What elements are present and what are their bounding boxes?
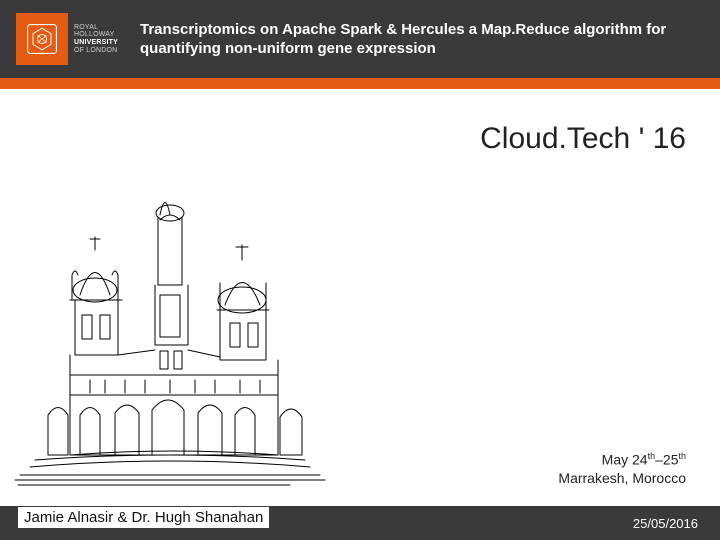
date2-sup: th [678, 451, 686, 461]
date2: 25 [663, 451, 679, 467]
page-title: Transcriptomics on Apache Spark & Hercul… [140, 20, 720, 59]
authors: Jamie Alnasir & Dr. Hugh Shanahan [18, 507, 269, 528]
building-sketch [10, 155, 330, 495]
date-sep: – [655, 451, 663, 467]
logo-line3: UNIVERSITY [74, 39, 118, 46]
accent-bar [0, 78, 720, 89]
dates-prefix: May [602, 451, 632, 467]
conference-meta: May 24th–25th Marrakesh, Morocco [558, 450, 686, 488]
university-name: ROYAL HOLLOWAY UNIVERSITY OF LONDON [74, 24, 122, 55]
footer-date: 25/05/2016 [633, 516, 698, 531]
logo-line2: HOLLOWAY [74, 31, 115, 38]
logo-line4: OF LONDON [74, 47, 117, 54]
university-logo [16, 13, 68, 65]
conference-name: Cloud.Tech ' 16 [480, 122, 686, 156]
logo-line1: ROYAL [74, 24, 98, 31]
header-bar: ROYAL HOLLOWAY UNIVERSITY OF LONDON Tran… [0, 0, 720, 78]
crest-icon [24, 21, 60, 57]
conference-dates: May 24th–25th [558, 450, 686, 470]
date1-sup: th [648, 451, 656, 461]
conference-location: Marrakesh, Morocco [558, 469, 686, 488]
date1: 24 [632, 451, 648, 467]
